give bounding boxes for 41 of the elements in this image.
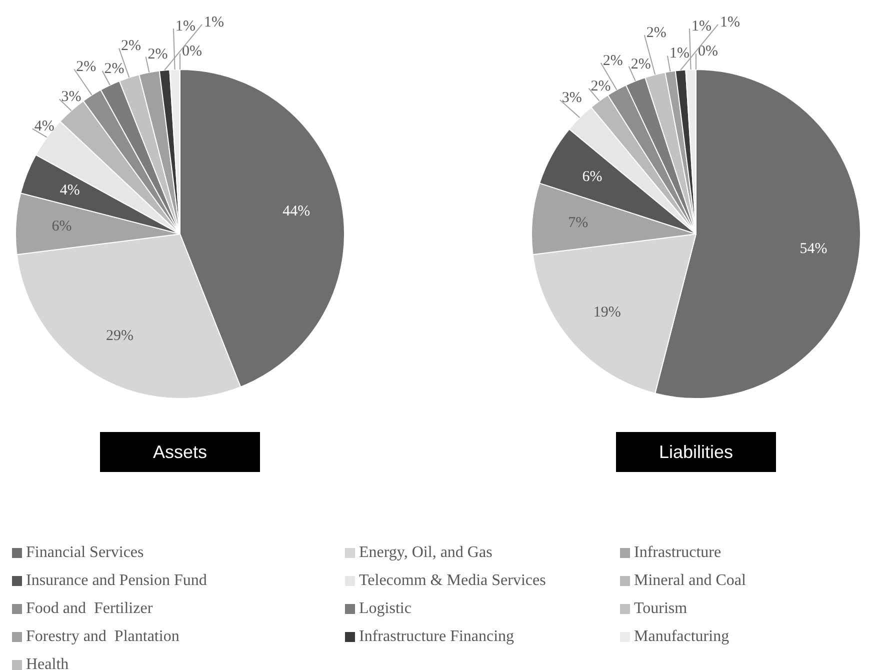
data-label: 2%: [602, 52, 623, 69]
legend-label: Financial Services: [26, 544, 144, 562]
legend-label: Insurance and Pension Fund: [26, 572, 207, 590]
data-label: 1%: [175, 18, 196, 35]
data-label: 4%: [60, 182, 80, 198]
data-label: 7%: [568, 214, 588, 231]
data-label: 2%: [590, 78, 611, 94]
text: 0%: [698, 43, 718, 60]
legend-label: Energy, Oil, and Gas: [359, 544, 492, 562]
data-label: 29%: [106, 328, 134, 344]
data-label: 1%: [669, 46, 690, 62]
legend-label: Telecomm & Media Services: [359, 572, 546, 590]
legend-label: Logistic: [359, 600, 412, 618]
data-label: 2%: [76, 59, 96, 76]
data-label: 4%: [34, 118, 54, 135]
data-label: 2%: [630, 56, 651, 72]
data-label: 1%: [691, 18, 712, 35]
data-label: 2%: [120, 38, 141, 54]
text: Liabilities: [616, 432, 776, 472]
legend-label: Tourism: [634, 600, 688, 618]
legend-label: Manufacturing: [634, 628, 730, 646]
data-label: 54%: [800, 240, 828, 257]
data-label: 44%: [282, 204, 310, 220]
data-label: 19%: [593, 304, 621, 320]
legend-label: Forestry and Plantation: [26, 628, 180, 646]
data-label: 1%: [720, 14, 740, 30]
data-label: 1%: [204, 14, 224, 30]
legend-label: Health: [26, 656, 69, 670]
data-label: 2%: [104, 60, 124, 77]
text: 0%: [182, 43, 202, 60]
data-label: 2%: [148, 46, 168, 63]
data-label: 2%: [646, 24, 666, 41]
legend-label: Food and Fertilizer: [26, 600, 153, 618]
data-label: 3%: [61, 89, 82, 106]
data-label: 6%: [582, 168, 602, 185]
legend-label: Infrastructure: [634, 544, 722, 562]
legend-label: Mineral and Coal: [634, 572, 746, 590]
data-label: 3%: [562, 90, 582, 106]
data-label: 6%: [52, 218, 72, 234]
legend-label: Infrastructure Financing: [359, 628, 514, 646]
text: Assets: [100, 432, 260, 472]
